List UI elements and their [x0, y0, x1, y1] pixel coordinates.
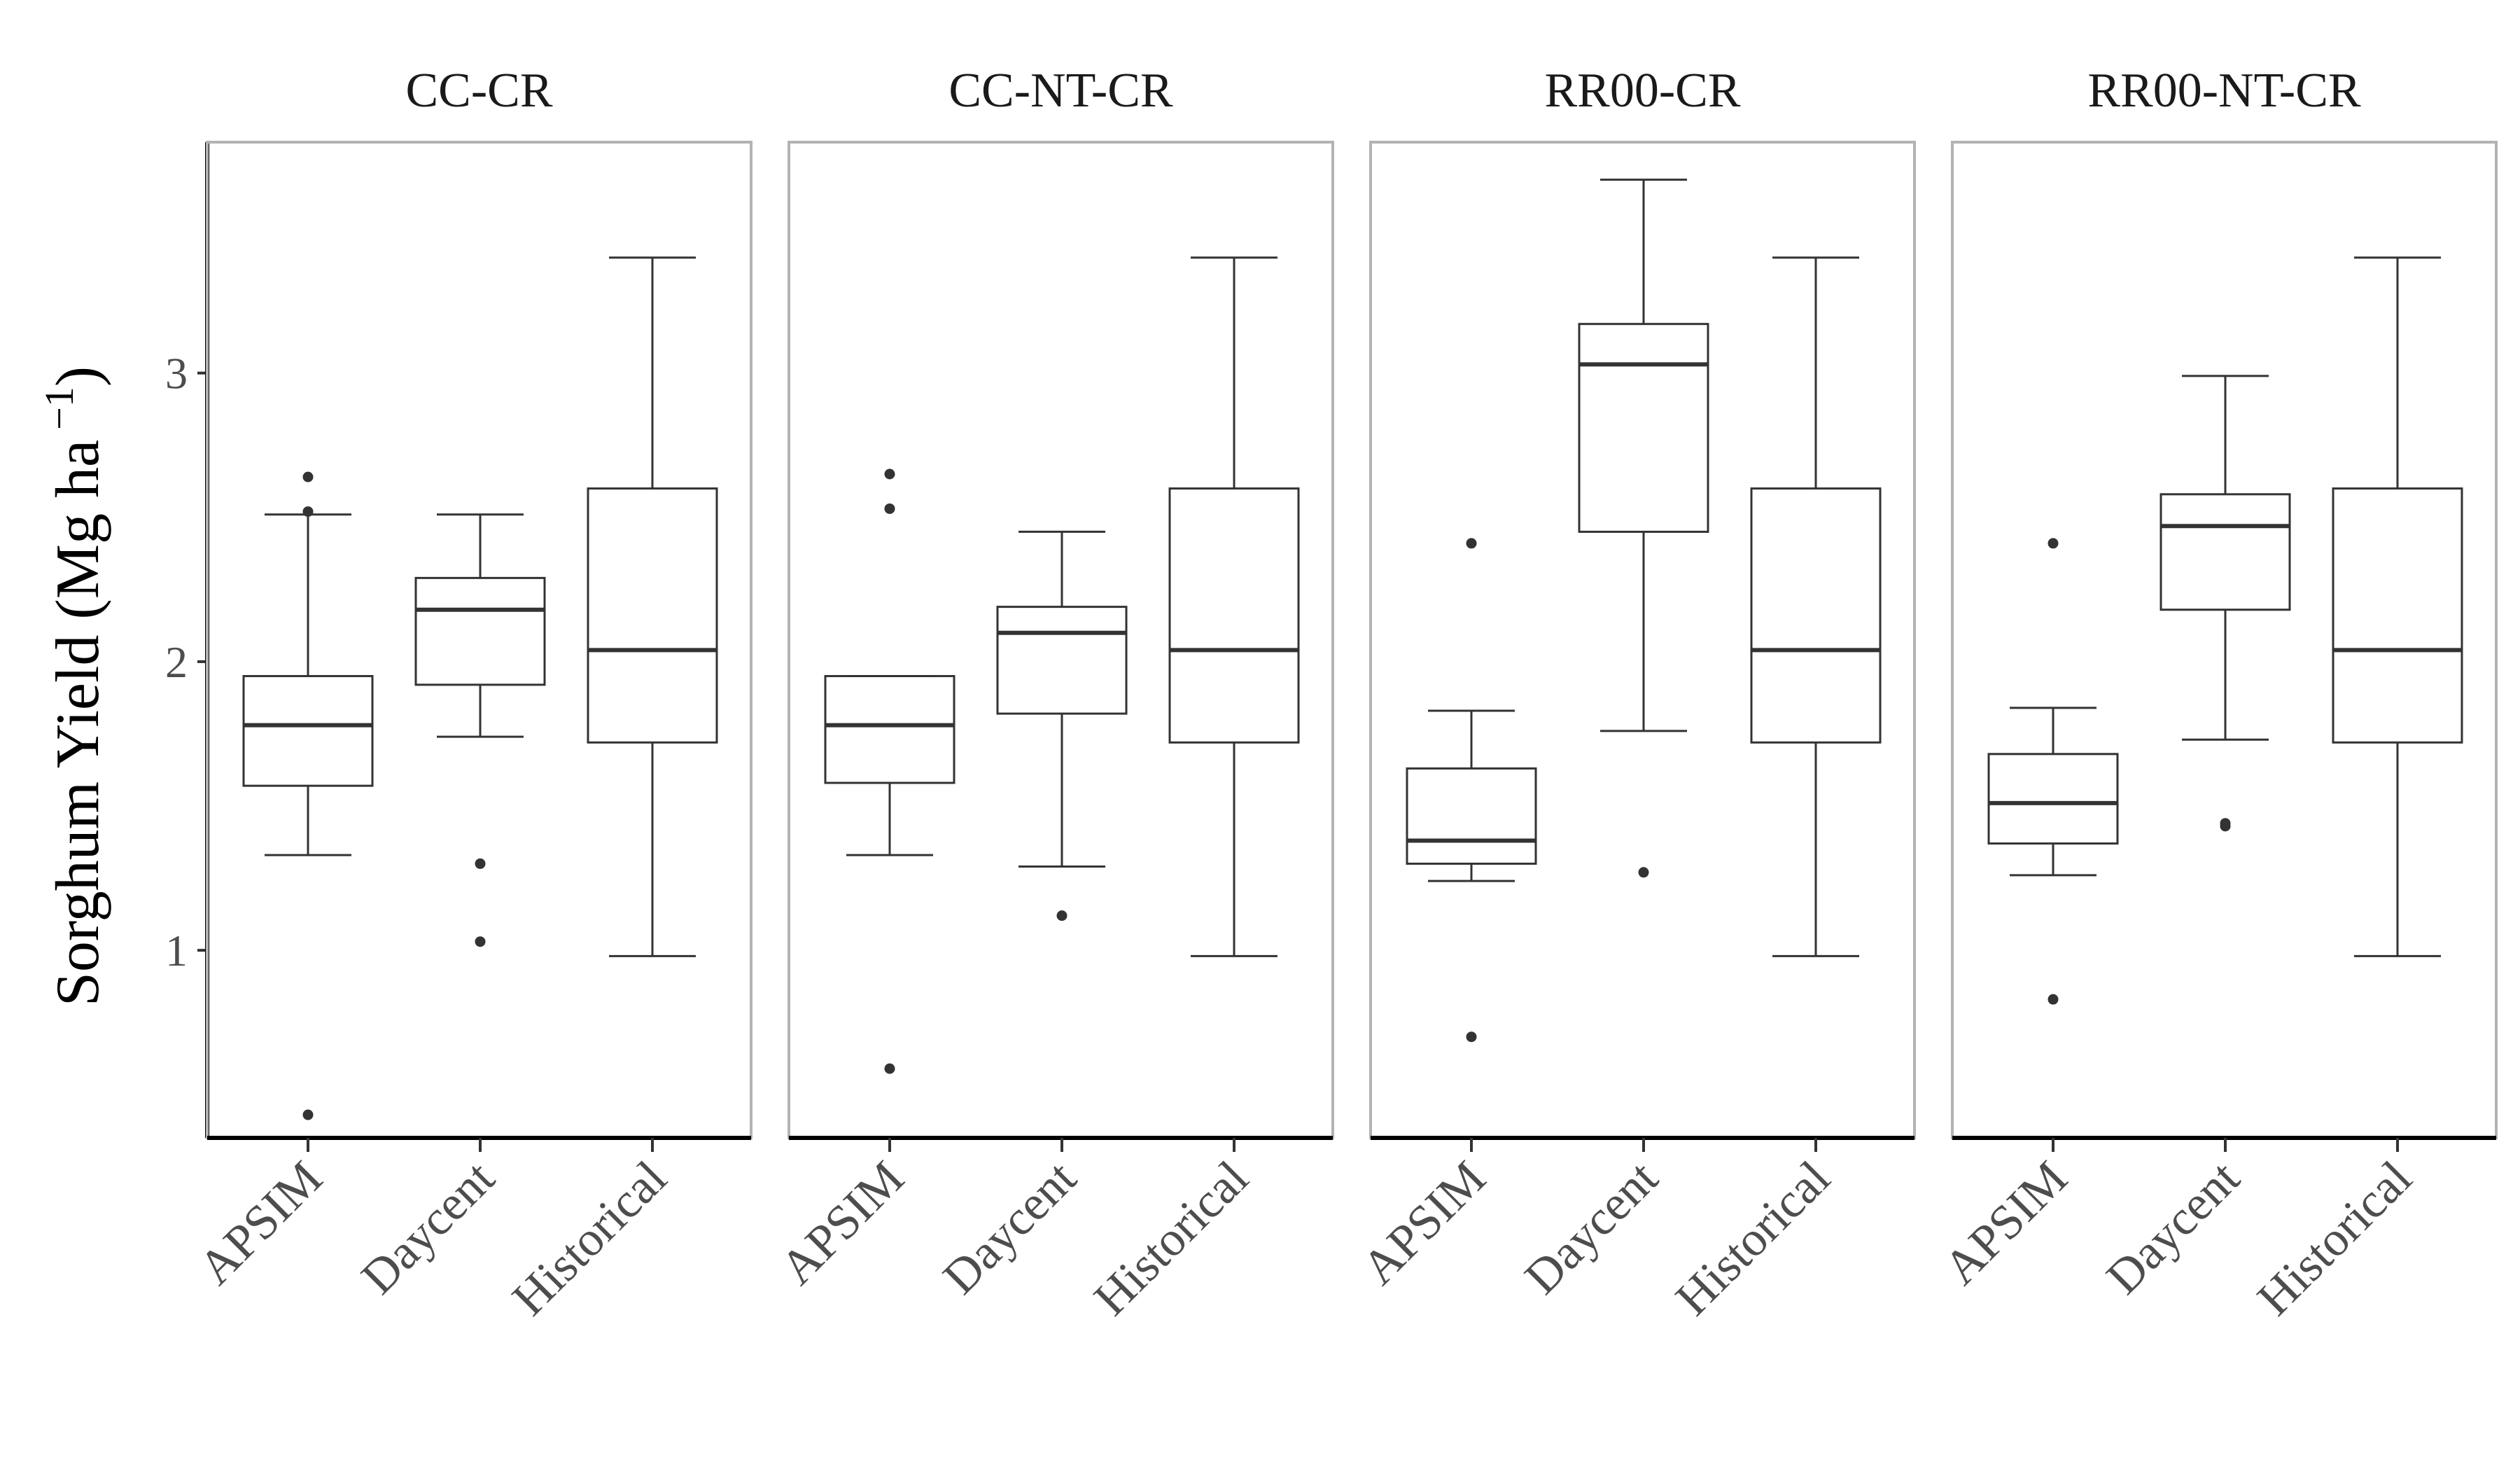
box-iqr	[996, 606, 1128, 715]
x-tick-label: Daycent	[933, 1150, 1087, 1305]
facet-title: CC-CR	[405, 64, 552, 118]
y-tick-label: 3	[165, 349, 188, 398]
outlier-point	[2047, 994, 2059, 1005]
outlier-point	[475, 858, 486, 869]
box-iqr	[1168, 487, 1300, 744]
box-iqr	[2160, 493, 2291, 611]
y-tick-label: 2	[165, 637, 188, 687]
facet-title: CC-NT-CR	[948, 64, 1173, 118]
outlier-point	[1638, 867, 1649, 878]
x-tick-label: APSIM	[189, 1151, 333, 1295]
outlier-point	[302, 506, 314, 517]
outlier-point	[1466, 1031, 1477, 1043]
x-tick-label: Historical	[1666, 1151, 1841, 1326]
x-tick-label: APSIM	[771, 1151, 915, 1295]
x-tick-label: APSIM	[1352, 1151, 1497, 1295]
facet-title: RR00-CR	[1544, 64, 1740, 118]
outlier-point	[302, 1109, 314, 1120]
outlier-point	[1466, 538, 1477, 549]
box-iqr	[824, 675, 955, 784]
outlier-point	[302, 471, 314, 482]
y-axis-title: Sorghum Yield (Mg ha −1)	[36, 366, 112, 1006]
x-tick-label: APSIM	[1934, 1151, 2078, 1295]
facet-title: RR00-NT-CR	[2087, 64, 2361, 118]
x-tick-label: Historical	[1084, 1151, 1259, 1326]
outlier-point	[884, 503, 895, 514]
y-axis-title-close: )	[44, 366, 112, 387]
outlier-point	[884, 1063, 895, 1074]
y-axis-title-superscript: −1	[36, 387, 82, 430]
x-tick-label: Daycent	[1515, 1150, 1669, 1305]
x-tick-label: Daycent	[2096, 1150, 2250, 1305]
x-tick-label: Historical	[2248, 1151, 2423, 1326]
box-iqr	[1578, 323, 1709, 533]
x-tick-label: Historical	[503, 1151, 678, 1326]
box-iqr	[2332, 487, 2463, 744]
y-tick-label: 1	[165, 926, 188, 975]
outlier-point	[475, 936, 486, 947]
box-iqr	[587, 487, 718, 744]
outlier-point	[2047, 538, 2059, 549]
outlier-point	[2220, 818, 2231, 829]
y-axis-title-text: Sorghum Yield (Mg ha	[44, 440, 112, 1006]
box-iqr	[1987, 753, 2119, 845]
box-iqr	[414, 576, 546, 686]
box-iqr	[242, 675, 374, 787]
box-iqr	[1750, 487, 1882, 744]
outlier-point	[1056, 910, 1068, 922]
x-tick-label: Daycent	[351, 1150, 505, 1305]
box-iqr	[1406, 767, 1537, 865]
outlier-point	[884, 468, 895, 480]
